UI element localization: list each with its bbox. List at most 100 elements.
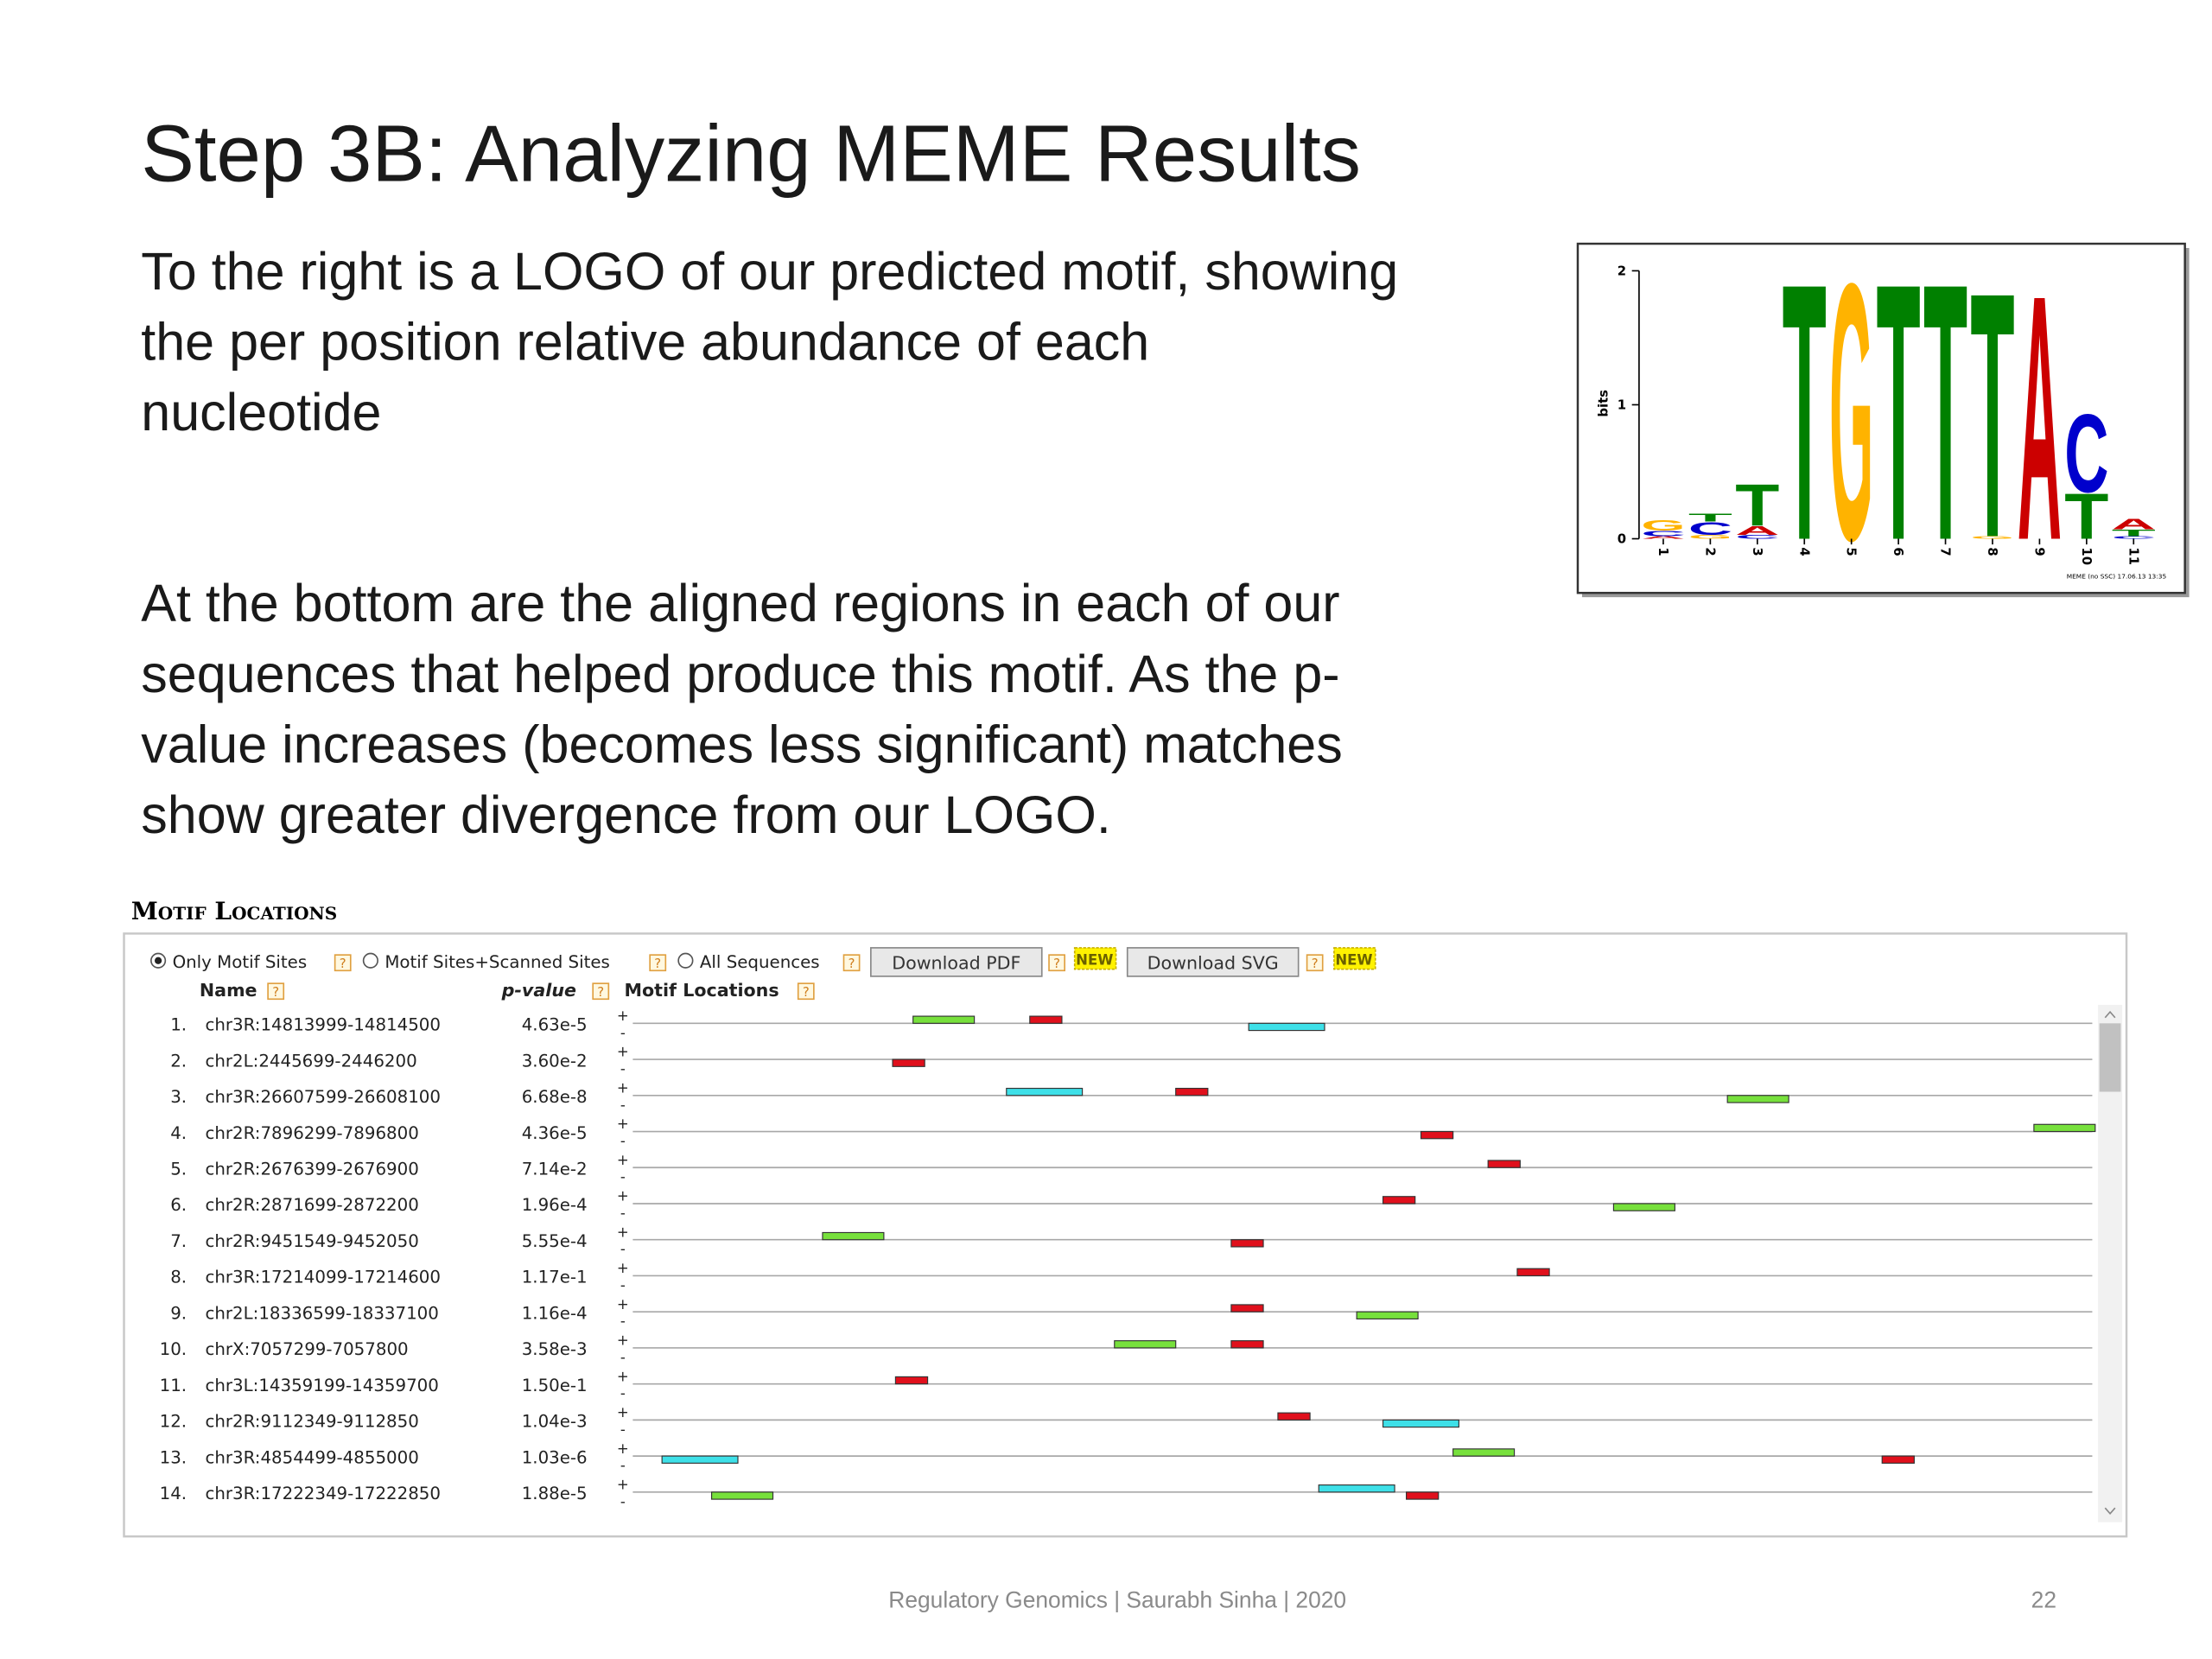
p-value: 3.58e-3 [522, 1339, 588, 1359]
column-header: Motif Locations [624, 980, 779, 1001]
strand-minus: - [620, 1277, 626, 1294]
logo-letter: C [1735, 534, 1779, 540]
motif-site [2033, 1123, 2096, 1133]
p-value: 5.55e-4 [522, 1231, 588, 1251]
row-index: 1. [170, 1015, 187, 1035]
logo-x-tick-label: 4 [1796, 547, 1811, 556]
radio-button[interactable] [677, 952, 694, 969]
help-mark: ? [654, 957, 661, 971]
row-index: 4. [170, 1123, 187, 1143]
sequence-name: chr3L:14359199-14359700 [206, 1376, 439, 1395]
strand-minus: - [620, 1421, 626, 1438]
motif-site [1452, 1448, 1516, 1457]
motif-site [1175, 1087, 1209, 1096]
download-button[interactable] [870, 947, 1043, 977]
logo-x-tick-label: 10 [2079, 547, 2094, 565]
scroll-thumb[interactable] [2099, 1023, 2121, 1092]
p-value: 1.50e-1 [522, 1376, 588, 1395]
motif-site [1006, 1087, 1084, 1096]
row-index: 7. [170, 1231, 187, 1251]
sequence-name: chr3R:4854499-4855000 [206, 1447, 419, 1467]
strand-minus: - [620, 1205, 626, 1221]
logo-letter: A [1735, 523, 1779, 537]
logo-letter: A [1641, 536, 1685, 540]
button-label: Download PDF [892, 953, 1020, 974]
motif-site [1487, 1160, 1521, 1168]
logo-letter: C [2112, 536, 2156, 540]
strand-minus: - [620, 1061, 626, 1077]
sequence-name: chr3R:17214099-17214600 [206, 1268, 441, 1287]
p-value: 1.96e-4 [522, 1195, 588, 1215]
motif-site [1029, 1015, 1063, 1024]
row-index: 10. [160, 1339, 187, 1359]
motif-site [1318, 1484, 1395, 1493]
paragraph-line: At the bottom are the aligned regions in… [141, 574, 1339, 632]
logo-x-tick-label: 11 [2126, 547, 2140, 565]
scroll-up[interactable] [2104, 1010, 2116, 1019]
scroll-down[interactable] [2104, 1507, 2116, 1516]
strand-minus: - [620, 1313, 626, 1330]
p-value: 1.03e-6 [522, 1447, 588, 1467]
motif-site [1420, 1130, 1454, 1140]
p-value: 3.60e-2 [522, 1051, 588, 1071]
radio-label: Motif Sites+Scanned Sites [385, 952, 609, 972]
strand-minus: - [620, 1385, 626, 1402]
logo-letter: G [1688, 534, 1732, 540]
row-index: 3. [170, 1087, 187, 1107]
logo-letter: T [1923, 208, 1967, 617]
sequence-name: chr3R:14813999-14814500 [206, 1015, 441, 1035]
logo-x-tick-label: 9 [2031, 547, 2046, 556]
slide-title: Step 3B: Analyzing MEME Results [141, 108, 1361, 198]
strand-plus: + [617, 1296, 629, 1313]
help-mark: ? [1053, 957, 1060, 971]
logo-letter: T [2112, 528, 2156, 538]
strand-minus: - [620, 1133, 626, 1149]
motif-site [1356, 1311, 1419, 1320]
paragraph-line: the per position relative abundance of e… [141, 312, 1149, 371]
page-number: 22 [2031, 1587, 2056, 1613]
paragraph-line: sequences that helped produce this motif… [141, 645, 1339, 703]
help-mark: ? [340, 957, 346, 971]
paragraph-line: To the right is a LOGO of our predicted … [141, 242, 1398, 301]
sequence-name: chr3R:17222349-17222850 [206, 1484, 441, 1503]
logo-letter: C [1641, 530, 1685, 538]
strand-plus: + [617, 1404, 629, 1421]
logo-x-tick-label: 3 [1750, 547, 1764, 556]
p-value: 1.88e-5 [522, 1484, 588, 1503]
download-button[interactable] [1126, 947, 1300, 977]
logo-letter: T [1783, 208, 1827, 617]
sequence-name: chr3R:26607599-26608100 [206, 1087, 441, 1107]
column-header: p-value [501, 980, 576, 1001]
strand-minus: - [620, 1493, 626, 1510]
paragraph-line: show greater divergence from our LOGO. [141, 785, 1111, 844]
motif-site [1382, 1196, 1416, 1205]
help-icon [334, 954, 352, 972]
logo-letter: T [1877, 208, 1921, 617]
row-index: 13. [160, 1447, 187, 1467]
logo-letter: C [2064, 391, 2108, 516]
p-value: 1.04e-3 [522, 1412, 588, 1432]
strand-plus: + [617, 1188, 629, 1205]
help-icon [592, 982, 610, 1001]
help-mark: ? [849, 957, 855, 971]
logo-letter: A [2018, 222, 2062, 613]
column-header: Name [200, 980, 257, 1001]
logo-letter: G [1829, 208, 1873, 617]
motif-site [1382, 1419, 1459, 1428]
help-mark: ? [597, 985, 604, 1000]
logo-x-tick-label: 5 [1844, 547, 1859, 556]
sequence-name: chr2L:2445699-2446200 [206, 1051, 417, 1071]
p-value: 1.17e-1 [522, 1268, 588, 1287]
row-index: 5. [170, 1160, 187, 1179]
logo-y-label: bits [1597, 390, 1611, 417]
strand-plus: + [617, 1224, 629, 1240]
motif-site [1114, 1340, 1177, 1349]
help-icon [1306, 954, 1324, 972]
footer: Regulatory Genomics | Saurabh Sinha | 20… [888, 1587, 1346, 1613]
row-index: 14. [160, 1484, 187, 1503]
radio-button[interactable] [362, 952, 378, 969]
logo-x-tick-label: 7 [1938, 547, 1953, 556]
help-icon [797, 982, 815, 1001]
strand-minus: - [620, 1458, 626, 1474]
strand-plus: + [617, 1368, 629, 1384]
